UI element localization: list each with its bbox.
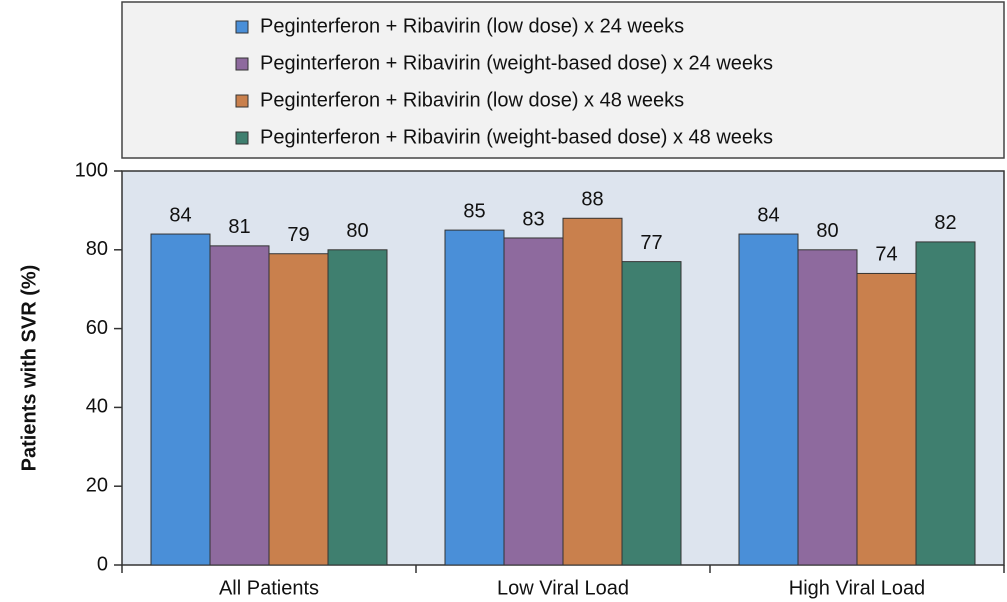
value-label: 88 — [581, 189, 603, 211]
legend-marker — [235, 20, 249, 34]
y-tick-label: 80 — [86, 238, 108, 260]
legend-marker — [235, 94, 249, 108]
legend-marker — [235, 131, 249, 145]
y-tick-label: 40 — [86, 396, 108, 418]
legend-label: Peginterferon + Ribavirin (weight-based … — [260, 126, 773, 148]
x-tick-label: Low Viral Load — [497, 577, 629, 599]
x-tick-label: High Viral Load — [789, 577, 925, 599]
bar — [444, 229, 505, 566]
value-label: 84 — [757, 204, 779, 226]
value-label: 82 — [934, 212, 956, 234]
value-label: 85 — [463, 200, 485, 222]
bar — [209, 245, 270, 566]
y-tick-label: 20 — [86, 474, 108, 496]
legend-label: Peginterferon + Ribavirin (low dose) x 2… — [260, 15, 684, 37]
bar — [797, 249, 858, 566]
legend-label: Peginterferon + Ribavirin (low dose) x 4… — [260, 89, 684, 111]
value-label: 80 — [346, 220, 368, 242]
value-label: 83 — [522, 208, 544, 230]
x-tick-label: All Patients — [219, 577, 319, 599]
y-tick-label: 100 — [75, 159, 108, 181]
bar — [856, 272, 917, 566]
bar — [915, 241, 976, 566]
bar — [621, 261, 682, 566]
legend-box — [121, 1, 1005, 159]
bar — [150, 233, 211, 566]
value-label: 80 — [816, 220, 838, 242]
value-label: 79 — [287, 224, 309, 246]
value-label: 84 — [169, 204, 191, 226]
bar — [327, 249, 388, 566]
bar — [503, 237, 564, 566]
legend-label: Peginterferon + Ribavirin (weight-based … — [260, 52, 773, 74]
y-tick-label: 60 — [86, 317, 108, 339]
bar — [268, 253, 329, 566]
bar — [562, 217, 623, 566]
legend-marker — [235, 57, 249, 71]
y-tick-label: 0 — [97, 553, 108, 575]
value-label: 74 — [875, 244, 897, 266]
bar — [738, 233, 799, 566]
value-label: 81 — [228, 216, 250, 238]
y-axis-label: Patients with SVR (%) — [18, 265, 40, 472]
value-label: 77 — [640, 232, 662, 254]
